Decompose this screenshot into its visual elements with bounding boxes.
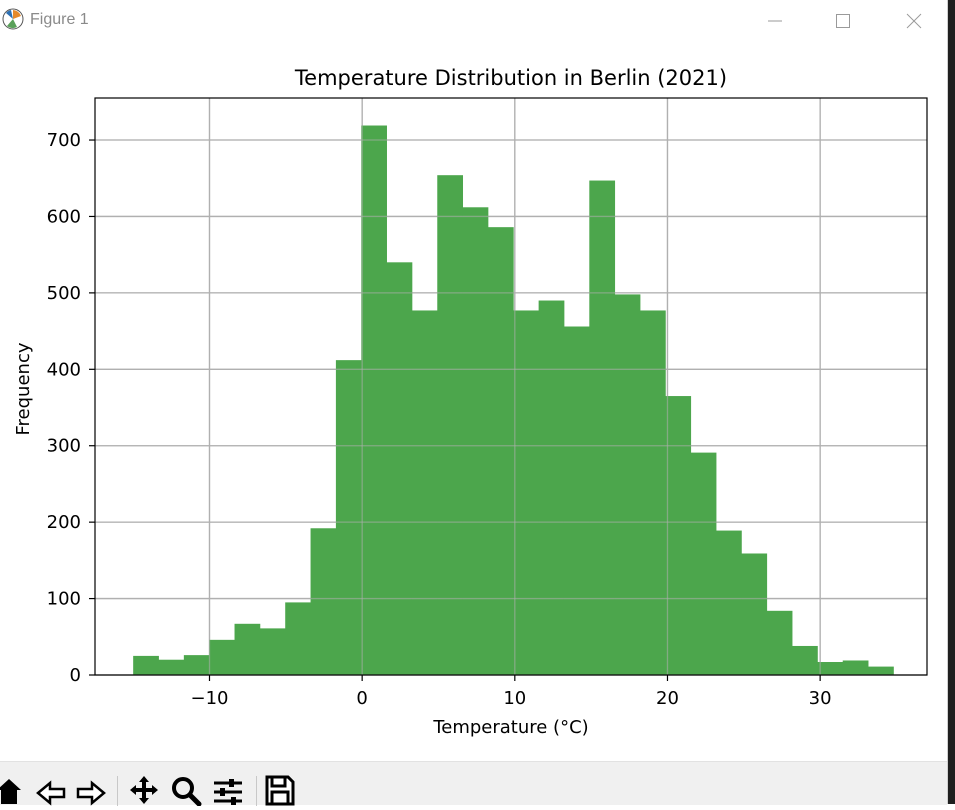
title-bar: Figure 1 xyxy=(0,0,947,40)
histogram-bar xyxy=(792,645,818,675)
histogram-bar xyxy=(310,528,337,675)
forward-icon xyxy=(76,780,106,806)
minimize-icon xyxy=(768,20,782,22)
y-tick-label: 400 xyxy=(47,359,81,380)
histogram-bar xyxy=(386,262,413,675)
background-window-edge xyxy=(948,0,955,804)
histogram-bar xyxy=(690,452,717,675)
histogram-bar xyxy=(716,530,742,675)
histogram-bar xyxy=(487,227,514,675)
zoom-button[interactable] xyxy=(170,774,202,807)
zoom-icon xyxy=(172,777,202,807)
histogram-bar xyxy=(614,294,641,675)
x-tick-label: −10 xyxy=(190,688,228,709)
y-tick-label: 0 xyxy=(70,665,81,686)
maximize-icon xyxy=(836,14,850,28)
navigation-toolbar xyxy=(0,761,947,807)
pan-button[interactable] xyxy=(128,774,158,806)
histogram-bar xyxy=(133,655,159,675)
histogram-bar xyxy=(563,326,590,675)
histogram-bar xyxy=(259,628,286,675)
home-icon xyxy=(0,779,21,804)
save-button[interactable] xyxy=(264,774,295,806)
configure-subplots-button[interactable] xyxy=(212,774,242,806)
toolbar-separator xyxy=(117,776,118,806)
plot-canvas[interactable]: −10 0 10 20 30 0 100 200 300 400 500 600 700 Tempera… xyxy=(0,40,947,760)
histogram-bar xyxy=(462,207,489,676)
histogram-bar xyxy=(665,396,692,675)
histogram-bar xyxy=(158,659,185,675)
matplotlib-app-icon xyxy=(2,8,24,30)
x-tick-label: 10 xyxy=(503,688,526,709)
back-button[interactable] xyxy=(36,774,66,806)
histogram-bar xyxy=(589,180,616,675)
histogram-bar xyxy=(741,553,768,675)
x-axis-label: Temperature (°C) xyxy=(432,717,588,738)
y-axis-label: Frequency xyxy=(13,342,34,435)
histogram-bar xyxy=(335,360,362,675)
histogram-bar xyxy=(437,175,464,675)
histogram-bar xyxy=(209,639,235,675)
y-tick-label: 100 xyxy=(47,589,81,610)
x-tick-label: 0 xyxy=(356,688,367,709)
y-tick-label: 700 xyxy=(47,130,81,151)
x-tick-label: 30 xyxy=(809,688,832,709)
configure-subplots-icon xyxy=(214,779,242,805)
histogram-bar xyxy=(639,310,666,675)
chart-title: Temperature Distribution in Berlin (2021… xyxy=(294,66,727,90)
home-button[interactable] xyxy=(0,774,24,806)
y-tick-label: 200 xyxy=(47,512,81,533)
histogram-bar xyxy=(411,310,438,675)
histogram-bar xyxy=(183,655,210,675)
histogram-bar xyxy=(538,300,565,675)
save-icon xyxy=(265,775,295,806)
histogram-bars xyxy=(133,125,894,676)
minimize-button[interactable] xyxy=(752,4,798,36)
x-tick-label: 20 xyxy=(656,688,679,709)
window-title: Figure 1 xyxy=(30,11,89,28)
y-tick-label: 600 xyxy=(47,206,81,227)
forward-button[interactable] xyxy=(76,774,106,806)
histogram-bar xyxy=(361,125,387,676)
y-tick-label: 500 xyxy=(47,283,81,304)
back-icon xyxy=(36,780,66,806)
histogram-bar xyxy=(766,610,793,675)
histogram-bar xyxy=(285,602,311,675)
histogram-bar xyxy=(842,660,869,675)
histogram-bar xyxy=(234,623,261,675)
axes-frame xyxy=(94,97,928,676)
histogram-bar xyxy=(868,666,894,675)
histogram-bar xyxy=(817,662,844,675)
histogram-bar xyxy=(513,310,540,675)
toolbar-separator xyxy=(256,776,257,806)
pan-icon xyxy=(130,776,158,804)
y-tick-label: 300 xyxy=(47,436,81,457)
maximize-button[interactable] xyxy=(820,4,866,36)
close-icon xyxy=(906,13,922,29)
close-button[interactable] xyxy=(891,4,937,36)
